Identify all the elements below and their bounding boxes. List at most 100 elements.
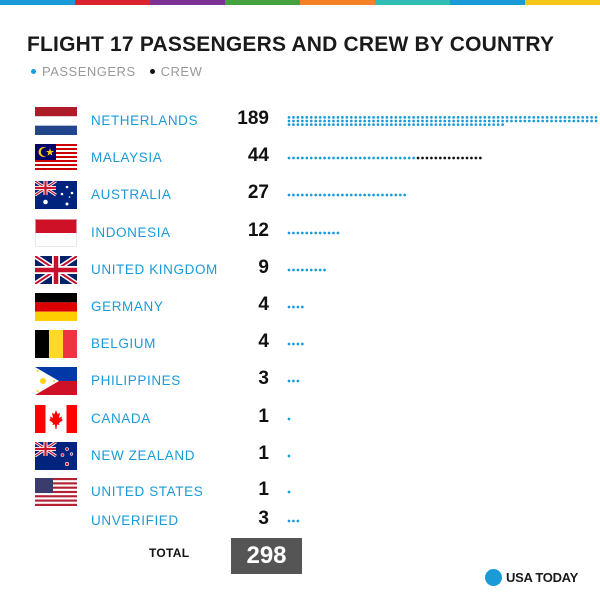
passenger-dot — [323, 156, 326, 160]
indonesia-flag-icon — [35, 219, 77, 247]
passenger-dot — [305, 193, 309, 197]
passenger-dot — [296, 231, 300, 235]
passenger-dot — [585, 116, 589, 119]
passenger-dot — [403, 119, 407, 123]
stripe-segment — [75, 0, 150, 5]
passenger-dot — [541, 116, 545, 119]
passenger-dot — [296, 379, 300, 383]
passenger-dot — [536, 116, 540, 119]
passenger-dot — [341, 119, 344, 123]
passenger-dot — [412, 116, 415, 119]
passenger-dot — [447, 119, 451, 123]
crew-dot — [443, 156, 447, 160]
passenger-dot — [296, 156, 300, 160]
passenger-dot — [381, 119, 384, 123]
row-united-kingdom: UNITED KINGDOM 9 — [0, 256, 600, 284]
passengers-dot-icon — [31, 69, 36, 74]
crew-dot — [438, 156, 442, 160]
passenger-dot — [456, 116, 460, 119]
passenger-dot — [572, 116, 576, 119]
passenger-dot — [376, 156, 380, 160]
passenger-dot — [318, 193, 322, 197]
country-label: NEW ZEALAND — [91, 448, 196, 463]
passenger-dot — [501, 116, 504, 119]
crew-dot-icon — [149, 69, 155, 74]
passenger-dot — [519, 119, 522, 123]
count-label: 4 — [258, 294, 269, 315]
passenger-dot — [296, 305, 300, 309]
passenger-dot — [372, 156, 375, 160]
passenger-dot — [407, 156, 411, 160]
passenger-dot — [505, 116, 509, 119]
country-label: BELGIUM — [91, 336, 156, 351]
passenger-dot — [581, 119, 585, 123]
crew-dot — [430, 156, 433, 160]
country-label: UNITED STATES — [91, 484, 204, 499]
passenger-dot — [501, 123, 504, 126]
count-label: 1 — [258, 443, 269, 464]
passenger-dot — [305, 156, 309, 160]
germany-flag-icon — [35, 293, 77, 321]
passenger-dot — [483, 123, 487, 126]
passenger-dot — [292, 116, 295, 119]
passenger-dot — [349, 156, 353, 160]
passenger-dot — [470, 123, 473, 126]
stripe-segment — [150, 0, 225, 5]
passenger-dot — [287, 119, 291, 123]
count-label: 44 — [247, 145, 269, 166]
row-netherlands: NETHERLANDS 189 — [0, 107, 600, 135]
passenger-dot — [470, 119, 473, 123]
passenger-dot — [474, 119, 478, 123]
country-label: MALAYSIA — [91, 150, 163, 165]
passenger-dot — [301, 305, 304, 309]
passenger-dot — [394, 116, 398, 119]
dot-bar — [287, 193, 407, 197]
passenger-dot — [483, 116, 487, 119]
passenger-dot — [581, 116, 585, 119]
passenger-dot — [332, 119, 335, 123]
passenger-dot — [349, 193, 353, 197]
passenger-dot — [514, 116, 518, 119]
passenger-dot — [421, 123, 424, 126]
count-label: 1 — [258, 406, 269, 427]
passenger-dot — [447, 116, 451, 119]
passenger-dot — [292, 156, 295, 160]
passenger-dot — [412, 119, 415, 123]
passenger-dot — [287, 156, 291, 160]
passenger-dot — [341, 193, 344, 197]
passenger-dot — [327, 116, 331, 119]
passenger-dot — [447, 123, 451, 126]
dot-bar — [287, 342, 304, 346]
passenger-dot — [354, 116, 358, 119]
passenger-dot — [398, 156, 402, 160]
passenger-dot — [345, 116, 349, 119]
passenger-dot — [474, 123, 478, 126]
passenger-dot — [479, 123, 482, 126]
passenger-dot — [301, 342, 304, 346]
stripe-segment — [0, 0, 75, 5]
passenger-dot — [314, 116, 318, 119]
passenger-dot — [358, 156, 362, 160]
passenger-dot — [407, 116, 411, 119]
passenger-dot — [336, 193, 340, 197]
total-label: TOTAL — [149, 546, 190, 560]
passenger-dot — [354, 193, 358, 197]
passenger-dot — [309, 116, 313, 119]
passenger-dot — [287, 417, 291, 421]
passenger-dot — [394, 156, 398, 160]
crew-dot — [452, 156, 455, 160]
passenger-dot — [376, 193, 380, 197]
passenger-dot — [296, 342, 300, 346]
passenger-dot — [421, 116, 424, 119]
legend: PASSENGERS CREW — [31, 64, 202, 79]
passenger-dot — [314, 193, 318, 197]
passenger-dot — [323, 231, 326, 235]
passenger-dot — [314, 123, 318, 126]
passenger-dot — [479, 116, 482, 119]
passenger-dot — [390, 123, 393, 126]
passenger-dot — [479, 119, 482, 123]
passenger-dot — [372, 193, 375, 197]
passenger-dot — [323, 116, 326, 119]
passenger-dot — [545, 116, 549, 119]
